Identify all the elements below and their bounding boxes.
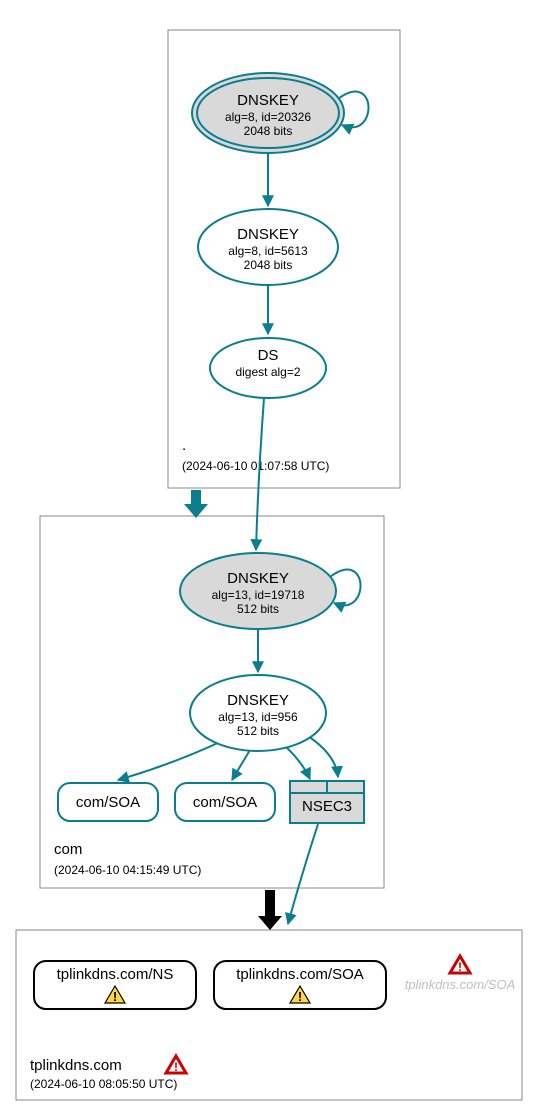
edge: [308, 736, 338, 777]
zone-com-name: com: [54, 841, 82, 858]
node-com_soa1: com/SOA: [58, 783, 158, 821]
node-com_zsk: DNSKEYalg=13, id=956512 bits: [190, 675, 326, 751]
node-title: DNSKEY: [237, 226, 299, 243]
node-title: DS: [258, 347, 279, 364]
node-title: NSEC3: [302, 798, 352, 815]
zone-root-date: (2024-06-10 01:07:58 UTC): [182, 459, 329, 473]
zone-com-date: (2024-06-10 04:15:49 UTC): [54, 863, 201, 877]
node-root_ksk: DNSKEYalg=8, id=203262048 bits: [192, 73, 369, 153]
node-com_ksk: DNSKEYalg=13, id=19718512 bits: [180, 553, 361, 629]
edge: [256, 398, 264, 550]
svg-text:!: !: [113, 989, 117, 1004]
edge: [286, 747, 310, 779]
svg-text:!: !: [298, 989, 302, 1004]
svg-text:!: !: [458, 960, 462, 974]
node-title: tplinkdns.com/SOA: [405, 977, 516, 992]
node-nsec3: NSEC3: [290, 781, 364, 823]
error-icon: !: [450, 956, 470, 974]
node-title: com/SOA: [193, 794, 257, 811]
zone-arrow: [258, 890, 282, 930]
node-line2: 2048 bits: [244, 124, 293, 138]
node-title: DNSKEY: [227, 692, 289, 709]
zone-tplinkdns-name: tplinkdns.com: [30, 1057, 122, 1074]
node-title: com/SOA: [76, 794, 140, 811]
edge: [288, 824, 318, 924]
node-line1: alg=8, id=20326: [225, 110, 311, 124]
node-line2: 512 bits: [237, 602, 279, 616]
node-line1: alg=13, id=956: [218, 710, 298, 724]
node-root_ds: DSdigest alg=2: [210, 338, 326, 398]
node-title: tplinkdns.com/NS: [57, 966, 174, 983]
node-com_soa2: com/SOA: [175, 783, 275, 821]
node-title: tplinkdns.com/SOA: [236, 966, 364, 983]
error-icon: !: [166, 1056, 186, 1074]
node-line1: alg=8, id=5613: [228, 244, 308, 258]
node-line2: 2048 bits: [244, 258, 293, 272]
node-title: DNSKEY: [227, 570, 289, 587]
zone-arrow: [184, 490, 208, 518]
node-line1: alg=13, id=19718: [212, 588, 305, 602]
node-soa_grey: ! tplinkdns.com/SOA: [405, 956, 516, 992]
zone-tplinkdns-date: (2024-06-10 08:05:50 UTC): [30, 1077, 177, 1091]
edge: [118, 742, 220, 780]
edge: [232, 750, 250, 780]
node-line1: digest alg=2: [235, 365, 300, 379]
node-root_zsk: DNSKEYalg=8, id=56132048 bits: [198, 209, 338, 285]
zone-tplinkdns: tplinkdns.com (2024-06-10 08:05:50 UTC) …: [16, 930, 522, 1100]
node-ns_rec: tplinkdns.com/NS!: [34, 961, 196, 1009]
zone-root-name: .: [182, 437, 186, 454]
svg-text:!: !: [174, 1060, 178, 1074]
node-line2: 512 bits: [237, 724, 279, 738]
node-soa_rec: tplinkdns.com/SOA!: [214, 961, 386, 1009]
zone-tplinkdns-box: [16, 930, 522, 1100]
node-title: DNSKEY: [237, 92, 299, 109]
